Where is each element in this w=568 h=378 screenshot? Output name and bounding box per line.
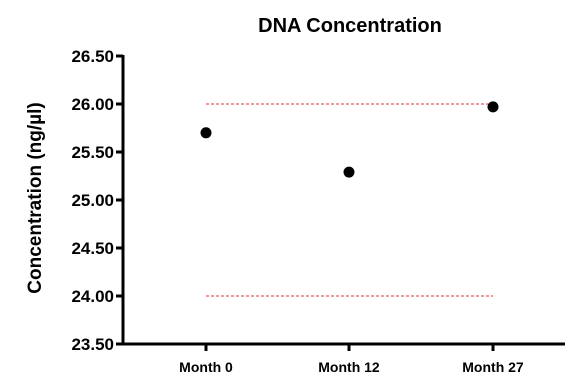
x-tick-label: Month 12 bbox=[318, 359, 380, 375]
x-axis-ticks: Month 0 Month 12 Month 27 bbox=[179, 344, 524, 375]
y-tick-label: 24.50 bbox=[71, 239, 114, 258]
y-axis-ticks: 23.50 24.00 24.50 25.00 25.50 26.00 26.50 bbox=[71, 47, 123, 354]
axes bbox=[121, 55, 565, 346]
y-tick-label: 25.50 bbox=[71, 143, 114, 162]
y-tick-label: 25.00 bbox=[71, 191, 114, 210]
data-points bbox=[200, 101, 499, 178]
y-tick-label: 26.00 bbox=[71, 95, 114, 114]
y-tick-label: 26.50 bbox=[71, 47, 114, 66]
chart-title: DNA Concentration bbox=[258, 15, 442, 37]
data-point bbox=[343, 166, 355, 178]
y-tick-label: 24.00 bbox=[71, 287, 114, 306]
y-tick-label: 23.50 bbox=[71, 335, 114, 354]
x-tick-label: Month 27 bbox=[462, 359, 524, 375]
data-point bbox=[487, 101, 499, 113]
reference-lines bbox=[206, 103, 493, 297]
x-tick-label: Month 0 bbox=[179, 359, 233, 375]
data-point bbox=[200, 127, 212, 139]
y-axis-label: Concentration (ng/µl) bbox=[25, 102, 46, 293]
